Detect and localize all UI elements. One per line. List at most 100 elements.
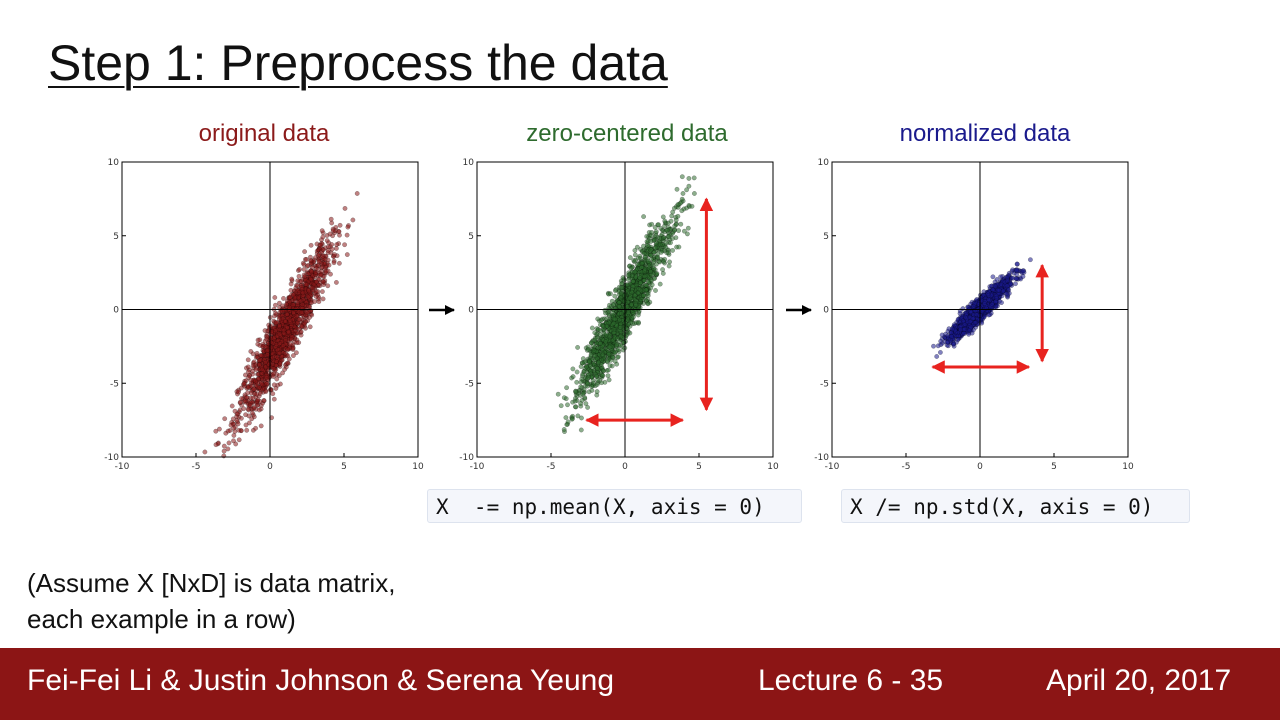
data-point (295, 283, 300, 288)
data-point (259, 381, 264, 387)
data-point (658, 225, 664, 231)
data-point (660, 214, 666, 220)
data-point (226, 440, 232, 446)
data-point (674, 186, 680, 192)
x-tick-label: -10 (470, 462, 485, 472)
data-point (675, 213, 681, 219)
data-point (292, 328, 298, 334)
data-point (982, 301, 987, 306)
data-point (966, 331, 972, 337)
data-point (244, 427, 250, 433)
data-point (264, 375, 269, 380)
data-point (1020, 274, 1026, 279)
data-point (667, 259, 672, 265)
data-point (337, 260, 342, 266)
data-point (586, 374, 591, 380)
data-point (938, 350, 943, 355)
data-point (565, 402, 570, 408)
data-point (618, 342, 623, 348)
data-point (268, 345, 274, 351)
data-point (686, 176, 692, 181)
data-point (570, 366, 576, 372)
data-point (610, 354, 616, 360)
data-point (239, 415, 244, 421)
data-point (579, 415, 584, 421)
data-point (320, 247, 326, 253)
data-point (285, 347, 291, 353)
data-point (334, 242, 340, 247)
data-point (994, 295, 999, 301)
data-point (299, 302, 305, 307)
data-point (221, 448, 227, 454)
data-point (265, 351, 270, 357)
data-point (970, 316, 976, 321)
data-point (294, 340, 300, 346)
data-point (291, 310, 296, 315)
data-point (259, 367, 265, 372)
data-point (612, 349, 618, 355)
data-point (243, 372, 248, 378)
footer-lecture: Lecture 6 - 35 (758, 664, 944, 697)
data-point (679, 208, 685, 214)
data-point (686, 183, 692, 189)
chart-title: original data (199, 120, 330, 147)
data-point (320, 253, 326, 259)
data-point (329, 246, 335, 252)
data-point (614, 361, 620, 367)
data-point (573, 389, 578, 395)
data-point (617, 304, 622, 310)
data-point (986, 297, 991, 302)
data-point (651, 266, 657, 271)
data-point (313, 294, 319, 299)
data-point (627, 255, 633, 260)
data-point (973, 320, 978, 325)
data-point (607, 334, 612, 340)
data-point (1013, 276, 1019, 281)
slide-title: Step 1: Preprocess the data (48, 35, 668, 91)
data-point (278, 381, 283, 387)
data-point (572, 398, 578, 404)
data-point (283, 302, 289, 307)
data-point (651, 249, 657, 255)
data-point (1014, 261, 1020, 267)
data-point (332, 252, 337, 257)
data-point (613, 288, 618, 293)
chart-title: normalized data (900, 120, 1071, 147)
data-point (955, 337, 961, 343)
data-point (250, 410, 255, 416)
data-point (274, 376, 280, 382)
data-point (230, 416, 236, 422)
data-point (641, 292, 646, 298)
y-tick-label: 5 (468, 232, 474, 242)
data-point (630, 310, 636, 315)
data-point (618, 324, 623, 330)
data-point (1014, 268, 1020, 273)
data-point (202, 449, 208, 455)
data-point (645, 243, 650, 248)
data-point (250, 363, 256, 368)
footer-authors: Fei-Fei Li & Justin Johnson & Serena Yeu… (27, 664, 615, 697)
data-point (611, 327, 617, 333)
chart-title: zero-centered data (526, 120, 728, 147)
data-point (298, 309, 304, 315)
data-point (607, 363, 613, 369)
data-point (290, 302, 296, 308)
data-point (257, 362, 262, 367)
data-point (253, 378, 259, 384)
data-point (666, 263, 672, 269)
data-point (354, 191, 360, 196)
data-point (682, 228, 687, 234)
data-point (213, 428, 219, 434)
data-point (228, 422, 234, 428)
data-point (254, 350, 260, 356)
data-point (277, 341, 282, 347)
data-point (592, 330, 598, 336)
data-point (327, 231, 333, 237)
data-point (565, 419, 571, 425)
data-point (938, 338, 944, 344)
data-point (222, 416, 228, 422)
data-point (350, 217, 356, 223)
data-point (251, 386, 257, 392)
data-point (618, 334, 624, 339)
data-point (616, 300, 622, 306)
